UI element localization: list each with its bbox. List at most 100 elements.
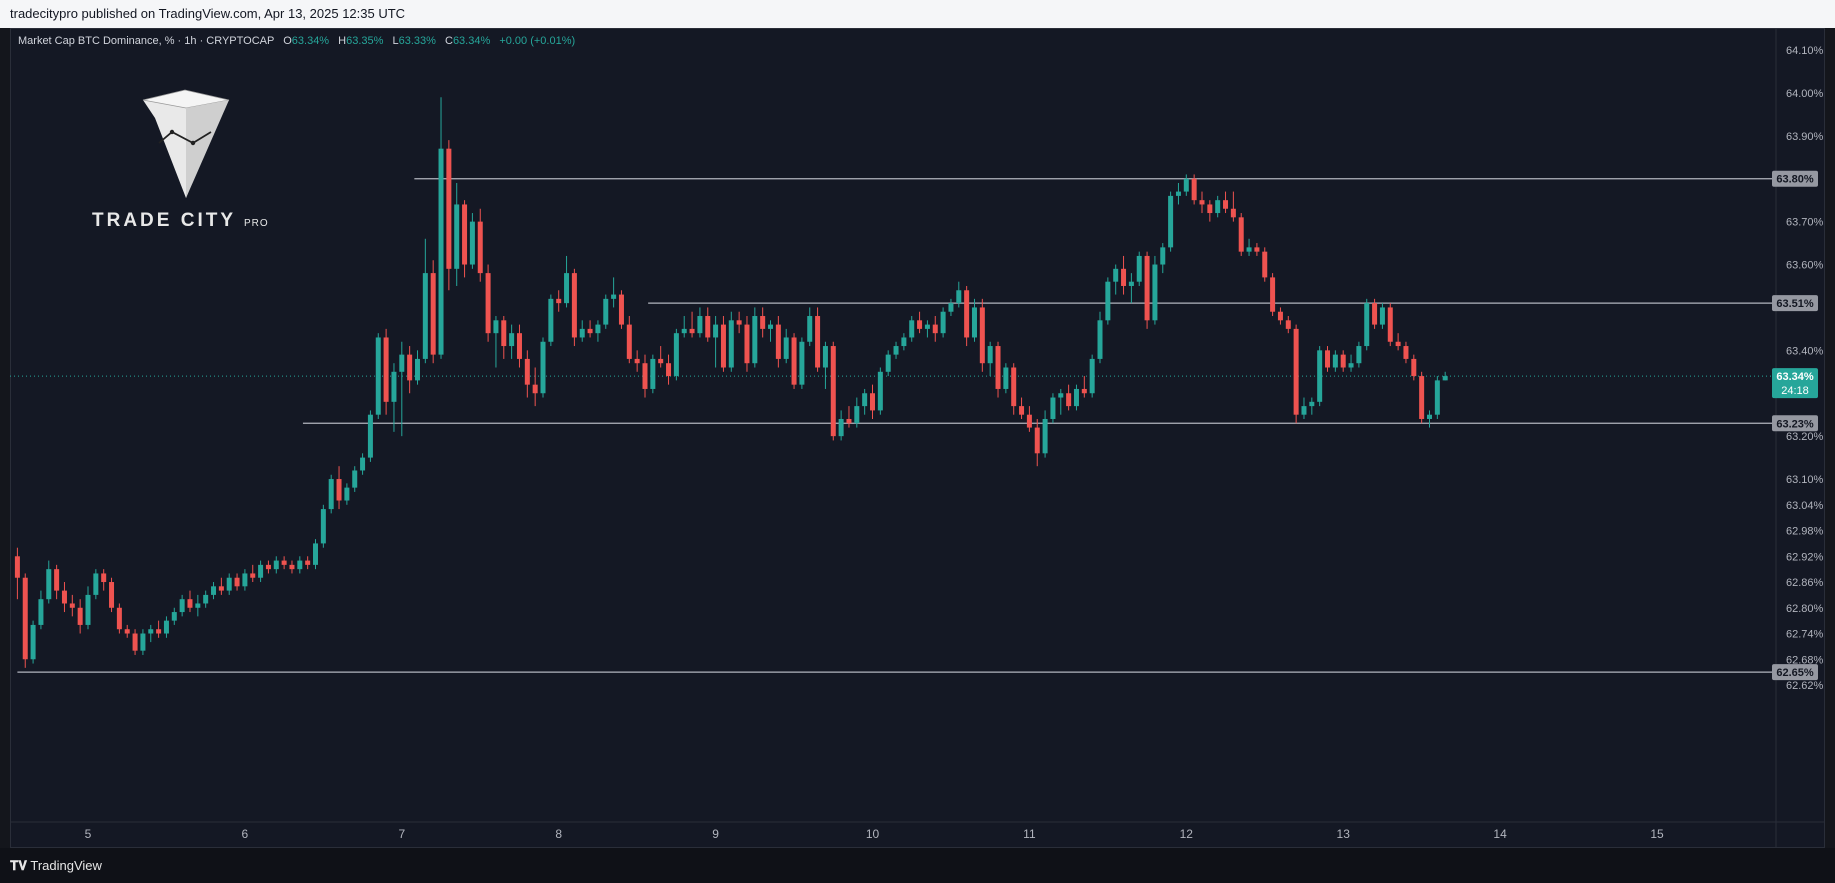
candle-up[interactable] (1160, 247, 1166, 265)
candle-up[interactable] (509, 333, 515, 347)
candle-up[interactable] (454, 204, 460, 269)
candle-down[interactable] (1066, 393, 1072, 407)
candle-down[interactable] (132, 633, 138, 651)
candle-up[interactable] (1042, 418, 1048, 454)
candle-down[interactable] (1207, 204, 1213, 214)
candle-down[interactable] (1238, 217, 1244, 252)
candle-up[interactable] (909, 320, 915, 338)
candle-down[interactable] (116, 607, 122, 630)
candle-down[interactable] (979, 307, 985, 364)
candle-down[interactable] (870, 393, 875, 411)
candle-down[interactable] (736, 320, 742, 325)
candle-down[interactable] (571, 273, 577, 338)
candle-down[interactable] (14, 556, 20, 578)
candle-up[interactable] (548, 298, 554, 342)
candle-up[interactable] (1246, 247, 1252, 252)
candle-up[interactable] (673, 333, 679, 377)
candle-up[interactable] (493, 320, 499, 334)
candle-up[interactable] (948, 303, 954, 312)
candle-up[interactable] (1434, 380, 1440, 415)
tradingview-logo[interactable]: 𝐓𝐕 TradingView (10, 848, 102, 883)
candle-down[interactable] (995, 346, 1001, 389)
candle-up[interactable] (1426, 414, 1432, 419)
candle-down[interactable] (430, 273, 436, 355)
candle-down[interactable] (485, 273, 491, 334)
candle-down[interactable] (1230, 208, 1236, 218)
candle-up[interactable] (352, 470, 358, 488)
candle-down[interactable] (336, 479, 342, 501)
candle-down[interactable] (830, 346, 836, 437)
candle-down[interactable] (1262, 251, 1268, 278)
candle-down[interactable] (689, 328, 695, 334)
candle-down[interactable] (524, 358, 530, 385)
candle-up[interactable] (179, 599, 185, 613)
candle-down[interactable] (124, 629, 130, 634)
candle-up[interactable] (783, 337, 789, 359)
candle-up[interactable] (854, 406, 860, 424)
candle-up[interactable] (399, 354, 405, 372)
candle-up[interactable] (956, 290, 962, 304)
candle-up[interactable] (595, 324, 601, 334)
candle-down[interactable] (289, 564, 295, 570)
candle-down[interactable] (305, 560, 311, 565)
candle-up[interactable] (438, 148, 444, 355)
candle-up[interactable] (1442, 376, 1448, 381)
candle-up[interactable] (469, 221, 475, 265)
candle-down[interactable] (281, 560, 287, 565)
candle-up[interactable] (1356, 346, 1362, 364)
candle-up[interactable] (422, 273, 428, 359)
candle-up[interactable] (273, 560, 279, 570)
candle-up[interactable] (46, 569, 52, 600)
candle-up[interactable] (163, 620, 169, 634)
candle-up[interactable] (148, 629, 154, 634)
candle-down[interactable] (69, 603, 75, 608)
candle-down[interactable] (618, 294, 624, 325)
candle-up[interactable] (367, 414, 373, 458)
candle-down[interactable] (22, 577, 28, 660)
candle-up[interactable] (1309, 401, 1315, 407)
candle-down[interactable] (1019, 406, 1025, 415)
candle-down[interactable] (1081, 388, 1087, 394)
candle-up[interactable] (1168, 195, 1174, 248)
candle-down[interactable] (407, 354, 413, 381)
candle-down[interactable] (744, 324, 750, 364)
candle-up[interactable] (822, 346, 828, 368)
candle-down[interactable] (846, 418, 852, 424)
candle-up[interactable] (38, 599, 44, 625)
candle-down[interactable] (1199, 200, 1205, 205)
candle-up[interactable] (650, 358, 656, 389)
candle-down[interactable] (77, 607, 83, 625)
candle-down[interactable] (54, 569, 60, 591)
candle-down[interactable] (1411, 358, 1417, 377)
candle-up[interactable] (328, 479, 334, 510)
candle-up[interactable] (1073, 388, 1079, 407)
candle-down[interactable] (1285, 320, 1291, 329)
candle-down[interactable] (101, 573, 107, 583)
candle-up[interactable] (195, 603, 201, 608)
candle-down[interactable] (218, 586, 224, 591)
candle-up[interactable] (258, 564, 264, 578)
candle-down[interactable] (666, 363, 672, 377)
candle-up[interactable] (344, 487, 350, 501)
candle-up[interactable] (681, 328, 687, 334)
candle-up[interactable] (242, 573, 248, 587)
candle-down[interactable] (61, 590, 67, 604)
candle-up[interactable] (564, 273, 570, 304)
candle-up[interactable] (752, 316, 758, 364)
candle-up[interactable] (1301, 406, 1307, 415)
candle-down[interactable] (720, 324, 726, 368)
candle-up[interactable] (885, 354, 891, 372)
candle-up[interactable] (1089, 358, 1095, 394)
candle-up[interactable] (171, 612, 177, 621)
candle-down[interactable] (917, 320, 923, 329)
candle-up[interactable] (1128, 281, 1134, 286)
candle-down[interactable] (964, 290, 970, 338)
candle-down[interactable] (1254, 247, 1260, 252)
candle-up[interactable] (1097, 320, 1103, 359)
candle-down[interactable] (383, 337, 389, 402)
candle-down[interactable] (1403, 346, 1409, 359)
candle-down[interactable] (815, 316, 821, 368)
candle-up[interactable] (893, 346, 899, 355)
candle-down[interactable] (791, 337, 797, 385)
